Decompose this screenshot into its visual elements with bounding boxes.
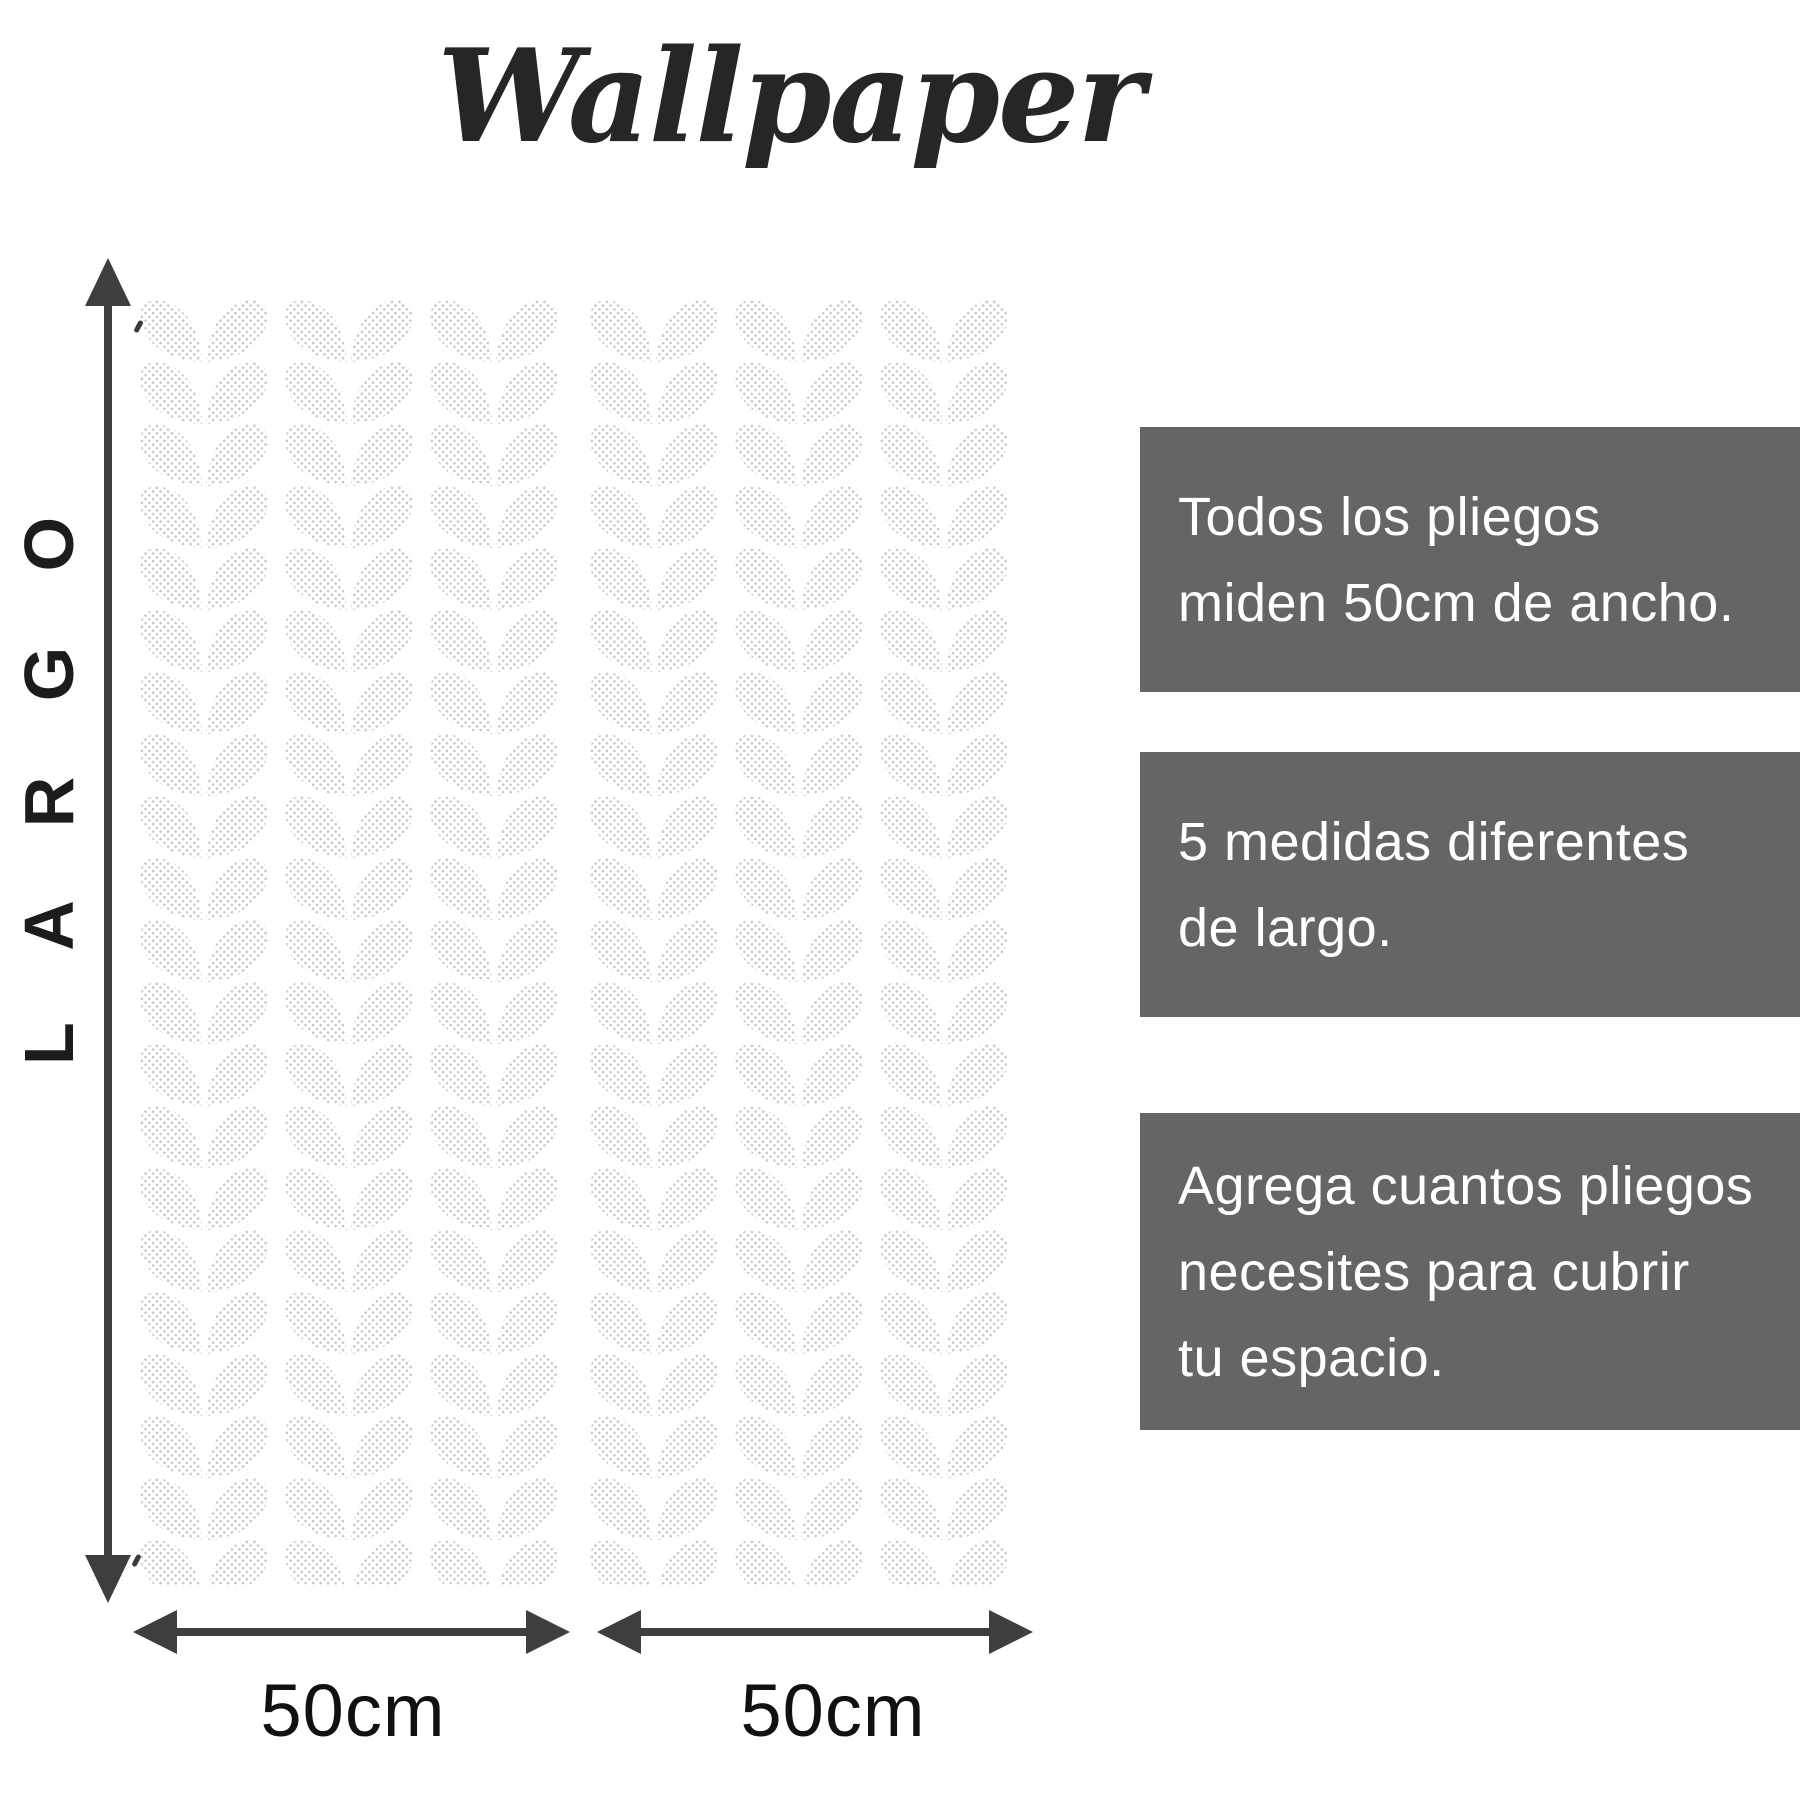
info-box-line: de largo. bbox=[1178, 897, 1393, 958]
width-label-2: 50cm bbox=[740, 1669, 926, 1752]
width-label-1: 50cm bbox=[260, 1669, 446, 1752]
info-box-add-sheets: Agrega cuantos pliegos necesites para cu… bbox=[1140, 1113, 1800, 1430]
info-box-line: miden 50cm de ancho. bbox=[1178, 572, 1735, 633]
horizontal-double-arrow-icon-1 bbox=[133, 1610, 570, 1654]
info-box-line: tu espacio. bbox=[1178, 1327, 1445, 1388]
horizontal-double-arrow-icon-2 bbox=[597, 1610, 1033, 1654]
info-box-line: 5 medidas diferentes bbox=[1178, 811, 1690, 872]
vertical-double-arrow-icon bbox=[85, 258, 131, 1603]
wallpaper-panel-2 bbox=[590, 300, 1008, 1585]
page-title: Wallpaper bbox=[437, 22, 1145, 172]
info-box-line: Agrega cuantos pliegos bbox=[1178, 1155, 1754, 1216]
info-box-width: Todos los pliegos miden 50cm de ancho. bbox=[1140, 427, 1800, 692]
wallpaper-panel-1 bbox=[140, 300, 565, 1585]
length-label: L A R G O bbox=[10, 488, 88, 1066]
leaf-pattern bbox=[590, 300, 1008, 1585]
info-box-line: Todos los pliegos bbox=[1178, 486, 1601, 547]
info-box-lengths: 5 medidas diferentes de largo. bbox=[1140, 752, 1800, 1017]
leaf-pattern bbox=[140, 300, 565, 1585]
info-box-line: necesites para cubrir bbox=[1178, 1241, 1690, 1302]
